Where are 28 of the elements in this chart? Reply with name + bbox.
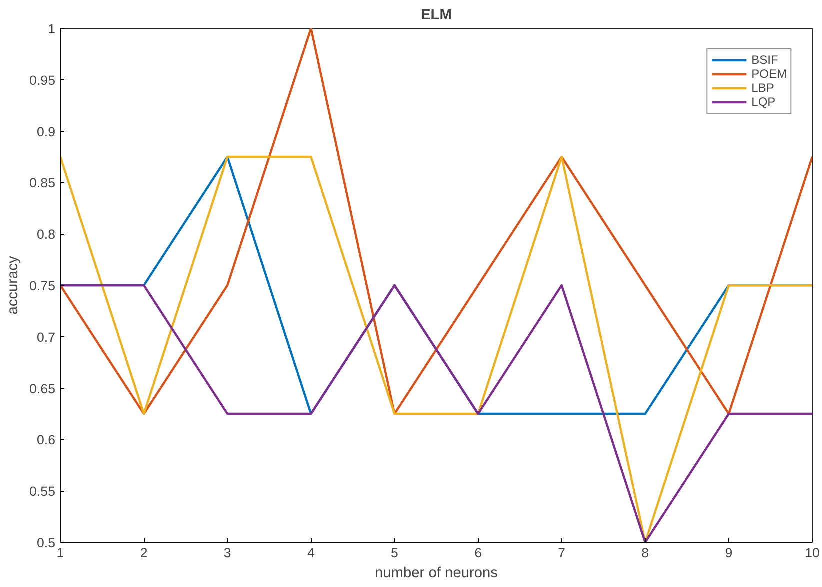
x-tick-label: 4 [307,546,316,560]
y-tick-label: 0.7 [36,330,56,345]
y-tick-label: 0.6 [36,432,56,448]
y-tick-label: 0.95 [30,72,56,88]
legend-label: LBP [752,81,774,95]
y-tick-label: 0.5 [36,536,56,550]
x-tick-label: 9 [725,546,733,560]
x-tick-label: 2 [140,546,148,560]
x-tick-label: 7 [558,546,566,560]
y-tick-label: 0.75 [30,278,56,294]
y-tick-label: 0.85 [30,176,56,191]
y-tick-label: 1 [48,22,56,36]
x-tick-label: 10 [805,546,820,560]
x-tick-label: 8 [642,546,650,560]
line-series [60,28,812,416]
y-axis-title: accuracy [6,256,22,315]
legend-label: LQP [752,95,776,109]
x-axis-title: number of neurons [374,566,498,582]
x-tick-label: 5 [391,546,398,560]
legend-label: BSIF [752,53,778,67]
y-tick-label: 0.8 [36,227,56,242]
y-tick-label: 0.65 [30,381,56,396]
y-tick-label: 0.55 [30,484,56,500]
x-tick-label: 3 [224,546,232,560]
x-tick-label: 6 [474,546,482,560]
legend-label: POEM [752,67,787,81]
y-tick-label: 0.9 [36,124,56,140]
chart-title: ELM [421,8,452,24]
